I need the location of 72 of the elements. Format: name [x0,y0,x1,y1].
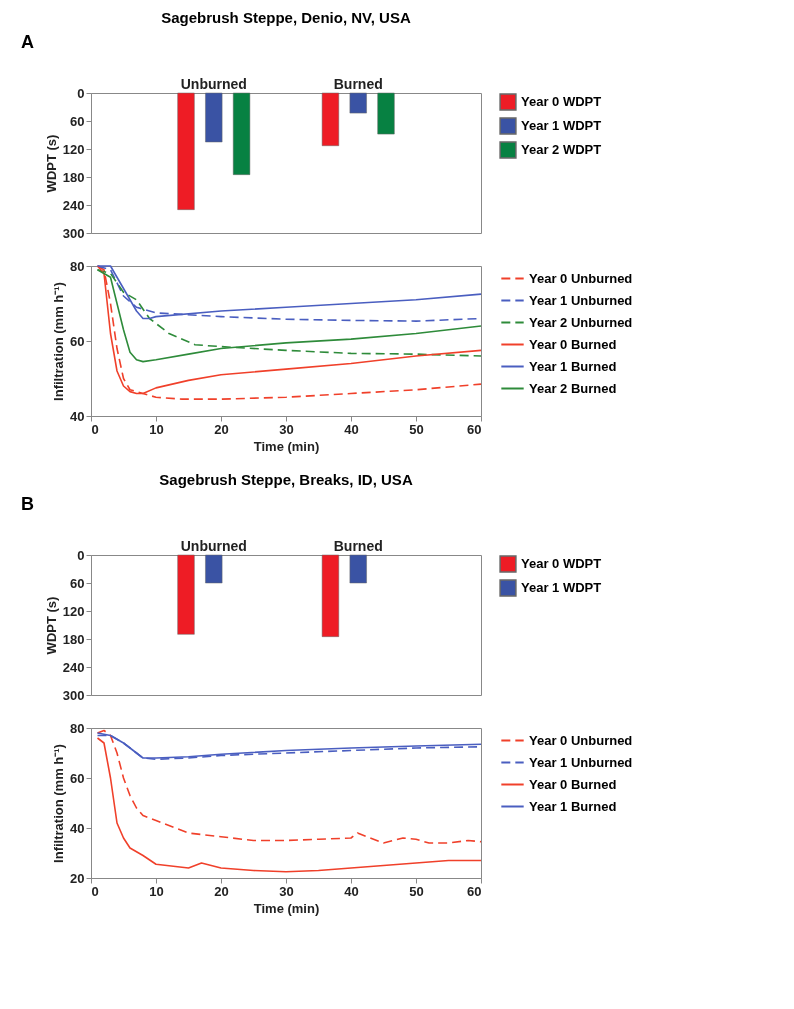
y-tick-label: 60 [70,770,85,786]
x-tick-label: 30 [279,421,294,437]
legend-label: Year 1 Burned [529,798,617,814]
legend-label: Year 0 WDPT [521,556,602,571]
legend-label: Year 1 WDPT [521,118,602,133]
legend-label: Year 0 Burned [529,336,617,352]
legend-label: Year 0 Unburned [529,270,633,286]
legend-label: Year 1 Unburned [529,754,633,770]
y-tick-label: 180 [62,169,85,185]
y-axis-title: WDPT (s) [43,596,59,655]
y-tick-label: 300 [62,225,85,241]
legend-label: Year 1 Burned [529,358,617,374]
y-axis-title: Infiltration (mm h⁻¹) [51,282,67,401]
x-tick-label: 10 [149,883,164,899]
x-tick-label: Unburned [180,75,247,92]
x-tick-label: 20 [214,421,229,437]
x-tick-label: 30 [279,883,294,899]
x-tick-label: 50 [409,421,424,437]
bar [232,92,251,175]
bar [349,554,367,584]
legend-label: Year 1 Unburned [529,292,633,308]
chart-title: Sagebrush Steppe, Denio, NV, USA [161,9,411,26]
y-tick-label: 60 [70,575,85,591]
x-tick-label: 10 [149,421,164,437]
x-axis-title: Time (min) [253,438,320,454]
x-tick-label: Unburned [180,537,247,554]
bar [321,554,340,637]
y-tick-label: 120 [62,141,85,157]
y-tick-label: 300 [62,687,85,703]
x-tick-label: Burned [333,537,383,554]
x-tick-label: Burned [333,75,383,92]
legend-label: Year 0 Unburned [529,732,633,748]
legend-label: Year 2 WDPT [521,142,602,157]
x-tick-label: 40 [344,421,359,437]
y-tick-label: 240 [62,197,85,213]
legend-label: Year 1 WDPT [521,580,602,595]
legend-label: Year 2 Burned [529,380,617,396]
line-series [96,737,482,873]
x-tick-label: 0 [91,421,99,437]
y-axis-title: WDPT (s) [43,134,59,193]
chart-title: Sagebrush Steppe, Breaks, ID, USA [159,471,413,488]
text: A [21,32,34,52]
y-tick-label: 80 [70,258,85,274]
bar [177,92,195,210]
line-series [96,729,482,844]
y-tick-label: 60 [70,113,85,129]
y-axis-title: Infiltration (mm h⁻¹) [51,744,67,863]
x-tick-label: 60 [467,421,482,437]
x-tick-label: 40 [344,883,359,899]
y-tick-label: 120 [62,603,85,619]
x-axis-title: Time (min) [253,900,320,916]
x-tick-label: 50 [409,883,424,899]
text: B [21,494,34,514]
y-tick-label: 80 [70,720,85,736]
legend-label: Year 2 Unburned [529,314,633,330]
bar [205,554,223,584]
bar [377,92,395,135]
y-tick-label: 180 [62,631,85,647]
x-tick-label: 20 [214,883,229,899]
bar [349,92,367,114]
bar [177,554,195,635]
y-tick-label: 20 [70,870,85,886]
bar [321,92,340,146]
legend-label: Year 0 Burned [529,776,617,792]
y-tick-label: 240 [62,659,85,675]
bar [205,92,223,143]
x-tick-label: 0 [91,883,99,899]
legend-label: Year 0 WDPT [521,94,602,109]
y-tick-label: 60 [70,333,85,349]
x-tick-label: 60 [467,883,482,899]
y-tick-label: 40 [70,408,85,424]
y-tick-label: 40 [70,820,85,836]
